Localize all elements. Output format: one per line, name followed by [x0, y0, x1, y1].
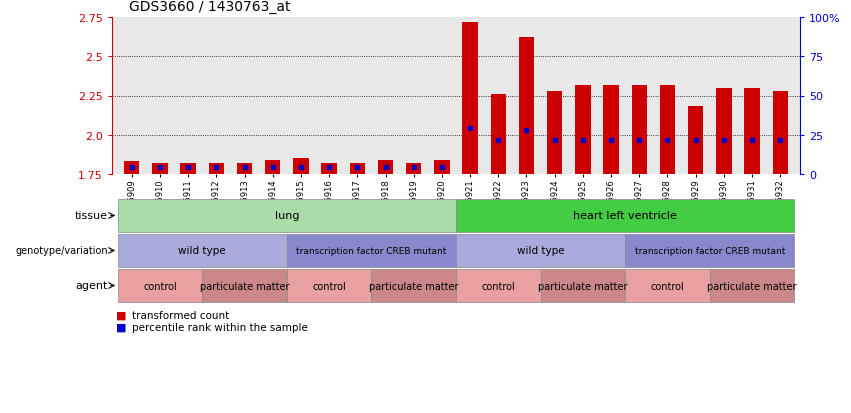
Bar [688, 107, 704, 175]
Text: genotype/variation: genotype/variation [15, 246, 108, 256]
Bar [180, 164, 196, 175]
Bar [265, 161, 281, 175]
Text: transcription factor CREB mutant: transcription factor CREB mutant [635, 247, 785, 255]
Bar [462, 23, 478, 175]
Text: GDS3660 / 1430763_at: GDS3660 / 1430763_at [129, 0, 290, 14]
Bar [152, 164, 168, 175]
Bar [547, 92, 563, 175]
Bar [519, 38, 534, 175]
Text: lung: lung [275, 211, 299, 221]
Text: particulate matter: particulate matter [200, 281, 289, 291]
Bar [293, 159, 309, 175]
Text: tissue: tissue [75, 211, 108, 221]
Bar [124, 162, 140, 175]
Bar [745, 88, 760, 175]
Text: wild type: wild type [517, 246, 564, 256]
Text: control: control [482, 281, 515, 291]
Text: percentile rank within the sample: percentile rank within the sample [132, 322, 307, 332]
Bar [434, 161, 449, 175]
Text: control: control [312, 281, 346, 291]
Bar [575, 85, 591, 175]
Text: particulate matter: particulate matter [707, 281, 797, 291]
Text: control: control [651, 281, 684, 291]
Bar [603, 85, 619, 175]
Text: heart left ventricle: heart left ventricle [574, 211, 677, 221]
Bar [631, 85, 647, 175]
Bar [322, 164, 337, 175]
Bar [237, 164, 252, 175]
Text: control: control [143, 281, 177, 291]
Text: ■: ■ [117, 310, 127, 320]
Bar [208, 164, 224, 175]
Text: wild type: wild type [179, 246, 226, 256]
Text: transformed count: transformed count [132, 310, 229, 320]
Text: ■: ■ [117, 322, 127, 332]
Text: agent: agent [76, 281, 108, 291]
Text: transcription factor CREB mutant: transcription factor CREB mutant [296, 247, 447, 255]
Bar [350, 164, 365, 175]
Text: particulate matter: particulate matter [369, 281, 459, 291]
Bar [378, 161, 393, 175]
Bar [660, 85, 675, 175]
Bar [773, 92, 788, 175]
Bar [406, 164, 421, 175]
Text: particulate matter: particulate matter [538, 281, 628, 291]
Bar [716, 88, 732, 175]
Bar [490, 95, 506, 175]
